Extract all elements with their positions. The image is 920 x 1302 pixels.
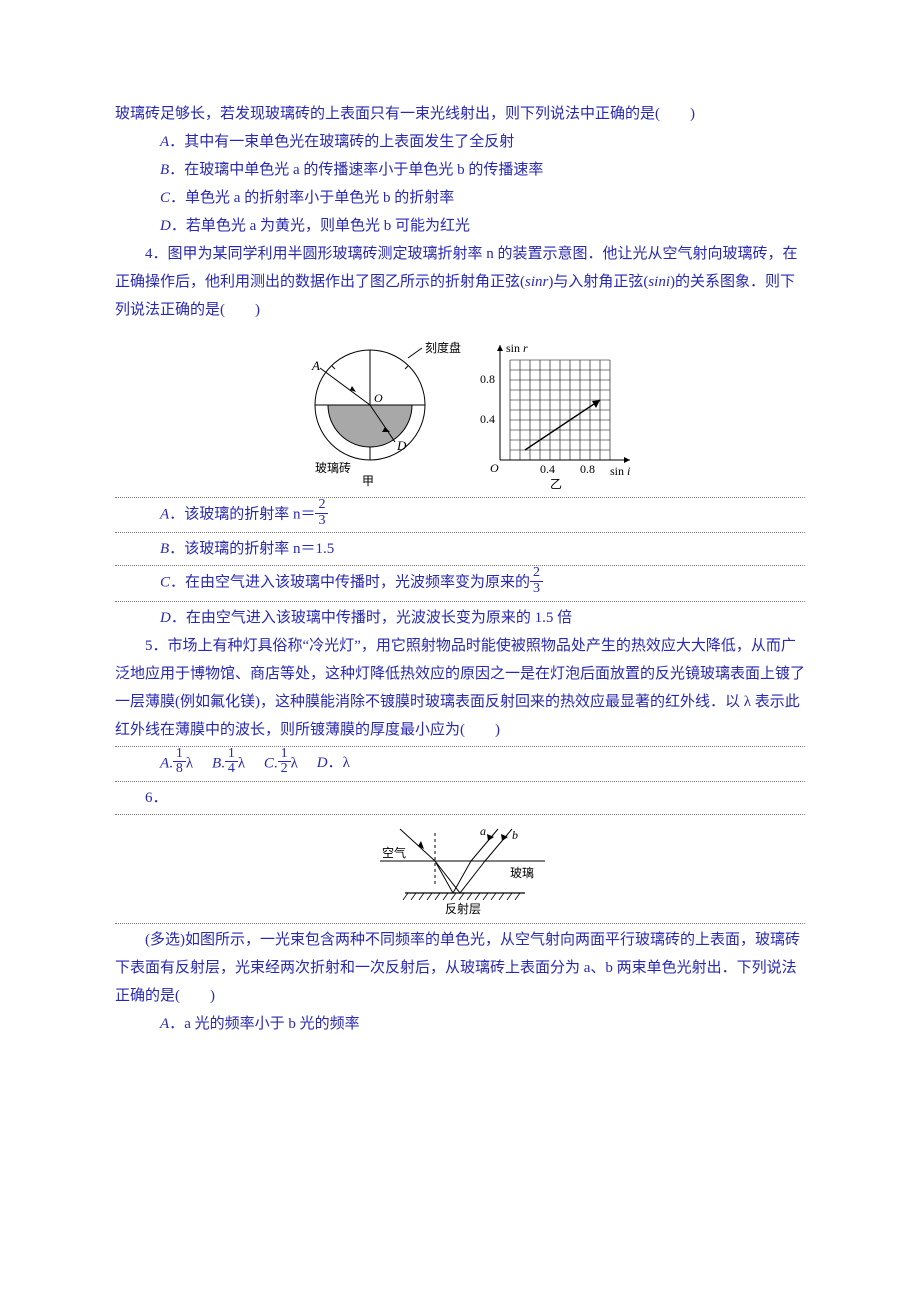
q4-opt-b: B．该玻璃的折射率 n＝1.5: [115, 535, 805, 563]
label-x08: 0.8: [580, 462, 595, 476]
label-yi: 乙: [550, 477, 562, 490]
q5-b-tail: λ: [238, 755, 245, 771]
q4-c-den: 3: [530, 582, 543, 597]
q4-d-text: 在由空气进入该玻璃中传播时，光波波长变为原来的 1.5 倍: [186, 610, 572, 626]
q3-stem: 玻璃砖足够长，若发现玻璃砖的上表面只有一束光线射出，则下列说法中正确的是( ): [115, 100, 805, 128]
divider: [115, 532, 805, 533]
divider: [115, 746, 805, 747]
q4-figure: 刻度盘 A D O: [115, 330, 805, 495]
label-A: A: [311, 358, 320, 373]
q3-opt-b: B．在玻璃中单色光 a 的传播速率小于单色光 b 的传播速率: [115, 156, 805, 184]
label-y08: 0.8: [480, 372, 495, 386]
divider: [115, 497, 805, 498]
q4-opt-c: C．在由空气进入该玻璃中传播时，光波频率变为原来的23: [115, 568, 805, 598]
label-a: a: [480, 824, 486, 838]
divider: [115, 814, 805, 815]
q6-num: 6．: [115, 784, 805, 812]
divider: [115, 565, 805, 566]
q5-b-num: 1: [225, 747, 238, 763]
label-ylab: sin r: [506, 341, 528, 355]
q4-opt-a: A．该玻璃的折射率 n＝23: [115, 500, 805, 530]
divider: [115, 781, 805, 782]
label-x04: 0.4: [540, 462, 555, 476]
q4-stem: 4．图甲为某同学利用半圆形玻璃砖测定玻璃折射率 n 的装置示意图．他让光从空气射…: [115, 240, 805, 324]
label-O: O: [374, 391, 383, 405]
q4-b-text: 该玻璃的折射率 n＝1.5: [184, 541, 334, 557]
q5-a-num: 1: [173, 747, 186, 763]
q5-stem: 5．市场上有种灯具俗称“冷光灯”，用它照射物品时能使被照物品处产生的热效应大大降…: [115, 632, 805, 744]
q5-a-tail: λ: [186, 755, 193, 771]
q4-sini: sini: [648, 274, 670, 290]
q3-opt-d: D．若单色光 a 为黄光，则单色光 b 可能为红光: [115, 212, 805, 240]
label-b: b: [512, 828, 518, 842]
q5-c-tail: λ: [291, 755, 298, 771]
q4-a-pre: 该玻璃的折射率 n＝: [184, 507, 315, 523]
q3-opt-a: A．其中有一束单色光在玻璃砖的上表面发生了全反射: [115, 128, 805, 156]
q6-stem: (多选)如图所示，一光束包含两种不同频率的单色光，从空气射向两面平行玻璃砖的上表…: [115, 926, 805, 1010]
q5-c-den: 2: [278, 762, 291, 777]
q4-a-den: 3: [315, 514, 328, 529]
q4-c-pre: 在由空气进入该玻璃中传播时，光波频率变为原来的: [185, 575, 530, 591]
q4-c-num: 2: [530, 566, 543, 582]
label-y04: 0.4: [480, 412, 495, 426]
q6-a-text: a 光的频率小于 b 光的频率: [184, 1016, 359, 1032]
q3-b-text: 在玻璃中单色光 a 的传播速率小于单色光 b 的传播速率: [184, 162, 543, 178]
q4-svg: 刻度盘 A D O: [280, 330, 640, 490]
label-kedu: 刻度盘: [425, 340, 461, 355]
label-xlab: sin i: [610, 464, 630, 478]
q5-c-num: 1: [278, 747, 291, 763]
label-boli: 玻璃: [510, 866, 534, 880]
label-bolizhuan: 玻璃砖: [315, 460, 351, 475]
label-fanshe: 反射层: [445, 901, 481, 916]
label-jia: 甲: [362, 474, 374, 488]
q4-opt-d: D．在由空气进入该玻璃中传播时，光波波长变为原来的 1.5 倍: [115, 604, 805, 632]
q3-d-text: 若单色光 a 为黄光，则单色光 b 可能为红光: [186, 218, 470, 234]
q6-svg: a b 空气 玻璃 反射层: [350, 821, 570, 916]
divider: [115, 601, 805, 602]
q3-opt-c: C．单色光 a 的折射率小于单色光 b 的折射率: [115, 184, 805, 212]
label-kongqi: 空气: [382, 845, 406, 860]
q4-a-num: 2: [315, 498, 328, 514]
q5-b-den: 4: [225, 762, 238, 777]
q5-options: A.18λ B.14λ C.12λ D．λ: [115, 749, 805, 779]
page: 玻璃砖足够长，若发现玻璃砖的上表面只有一束光线射出，则下列说法中正确的是( ) …: [0, 0, 920, 1118]
q5-d: λ: [343, 755, 350, 771]
q5-a-den: 8: [173, 762, 186, 777]
q4-sinr: sinr: [525, 274, 548, 290]
divider: [115, 923, 805, 924]
q6-opt-a: A．a 光的频率小于 b 光的频率: [115, 1010, 805, 1038]
q3-a-text: 其中有一束单色光在玻璃砖的上表面发生了全反射: [184, 134, 514, 150]
label-origin: O: [490, 461, 499, 475]
q6-figure: a b 空气 玻璃 反射层: [115, 821, 805, 921]
label-D: D: [396, 438, 407, 453]
q4-mid: )与入射角正弦(: [548, 274, 648, 290]
q3-c-text: 单色光 a 的折射率小于单色光 b 的折射率: [185, 190, 454, 206]
